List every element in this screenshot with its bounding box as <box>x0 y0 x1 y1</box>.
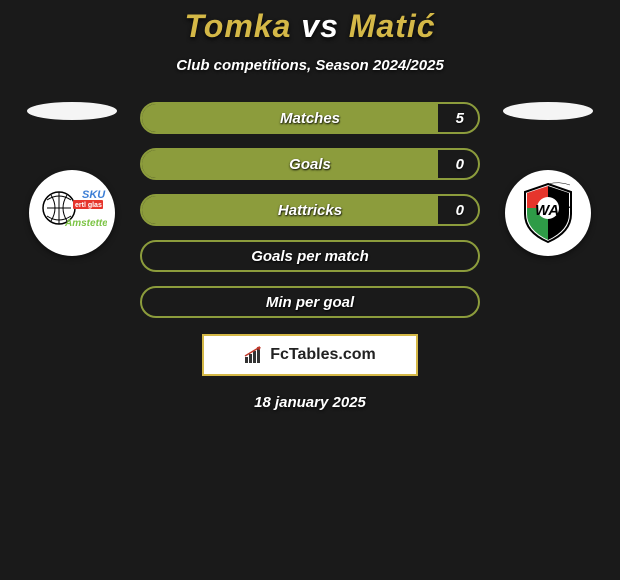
stat-bar-hattricks: Hattricks 0 <box>140 194 480 226</box>
player1-club-badge: SKU ertl glas Amstetten <box>29 170 115 256</box>
stat-bar-matches: Matches 5 <box>140 102 480 134</box>
main-row: SKU ertl glas Amstetten Matches 5 Goals … <box>0 102 620 318</box>
stat-value: 0 <box>456 202 464 219</box>
player2-photo-placeholder <box>503 102 593 120</box>
player1-photo-placeholder <box>27 102 117 120</box>
subtitle: Club competitions, Season 2024/2025 <box>0 57 620 74</box>
vs-text: vs <box>301 8 339 44</box>
stat-label: Goals <box>289 156 331 173</box>
comparison-card: Tomka vs Matić Club competitions, Season… <box>0 0 620 411</box>
wolfsberger-logo-icon: WAC <box>513 178 583 248</box>
brand-row: FcTables.com <box>0 334 620 376</box>
stat-label: Hattricks <box>278 202 342 219</box>
stat-label: Min per goal <box>266 294 354 311</box>
stat-value: 0 <box>456 156 464 173</box>
page-title: Tomka vs Matić <box>0 8 620 45</box>
amstetten-logo-icon: SKU ertl glas Amstetten <box>37 178 107 248</box>
bar-chart-icon <box>244 346 264 364</box>
date-text: 18 january 2025 <box>0 394 620 411</box>
stats-column: Matches 5 Goals 0 Hattricks 0 Goals per … <box>140 102 480 318</box>
stat-value: 5 <box>456 110 464 127</box>
player2-club-badge: WAC <box>505 170 591 256</box>
stat-bar-min-per-goal: Min per goal <box>140 286 480 318</box>
svg-text:Amstetten: Amstetten <box>64 218 107 229</box>
right-column: WAC <box>498 102 598 256</box>
svg-text:SKU: SKU <box>82 189 106 201</box>
svg-text:WAC: WAC <box>535 202 571 219</box>
stat-bar-goals: Goals 0 <box>140 148 480 180</box>
stat-label: Goals per match <box>251 248 369 265</box>
player2-name: Matić <box>349 8 436 44</box>
fctables-link[interactable]: FcTables.com <box>202 334 418 376</box>
left-column: SKU ertl glas Amstetten <box>22 102 122 256</box>
stat-bar-goals-per-match: Goals per match <box>140 240 480 272</box>
stat-label: Matches <box>280 110 340 127</box>
brand-text: FcTables.com <box>270 346 376 364</box>
player1-name: Tomka <box>184 8 291 44</box>
svg-text:ertl glas: ertl glas <box>75 202 102 209</box>
